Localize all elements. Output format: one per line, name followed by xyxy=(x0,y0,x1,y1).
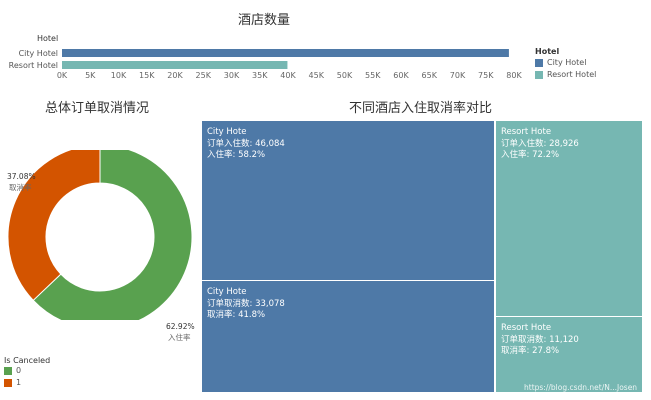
donut-slice[interactable] xyxy=(7,150,101,302)
tile-hotel-name: City Hote xyxy=(207,287,247,297)
tile-count: 订单取消数: 11,120 xyxy=(501,334,579,345)
donut-chart xyxy=(7,150,193,320)
bar-chart-title: 酒店数量 xyxy=(238,13,291,28)
bar[interactable] xyxy=(62,49,509,57)
tile-rate: 取消率: 27.8% xyxy=(501,346,560,356)
legend-label: Resort Hotel xyxy=(547,70,597,79)
x-tick-label: 60K xyxy=(393,71,409,80)
x-tick-label: 45K xyxy=(309,71,325,80)
x-tick-label: 0K xyxy=(57,71,68,80)
checkin-pct-label: 62.92% xyxy=(166,322,195,331)
legend-swatch xyxy=(4,367,12,375)
tile-hotel-name: Resort Hote xyxy=(501,127,552,137)
tile-count: 订单入住数: 28,926 xyxy=(501,138,579,149)
x-tick-label: 25K xyxy=(196,71,212,80)
donut-chart-title: 总体订单取消情况 xyxy=(45,101,150,116)
checkin-name-label: 入住率 xyxy=(168,333,191,342)
treemap-tile-resort-checkin[interactable]: Resort Hote 订单入住数: 28,926 入住率: 72.2% xyxy=(496,121,642,316)
donut-legend-title: Is Canceled xyxy=(4,356,51,365)
legend-swatch xyxy=(4,379,12,387)
canceled-pct-label: 37.08% xyxy=(7,172,36,181)
legend-swatch xyxy=(535,71,543,79)
tile-hotel-name: Resort Hote xyxy=(501,323,552,333)
donut-slice[interactable] xyxy=(32,150,193,320)
bar[interactable] xyxy=(62,61,288,69)
treemap: City Hote 订单入住数: 46,084 入住率: 58.2% City … xyxy=(202,121,642,392)
tile-rate: 取消率: 41.8% xyxy=(207,310,266,320)
bar-legend-title: Hotel xyxy=(535,47,560,56)
x-tick-label: 20K xyxy=(167,71,183,80)
x-tick-label: 80K xyxy=(506,71,522,80)
tile-hotel-name: City Hote xyxy=(207,127,247,137)
x-tick-label: 65K xyxy=(422,71,438,80)
canceled-name-label: 取消率 xyxy=(9,183,32,192)
x-tick-label: 5K xyxy=(85,71,96,80)
treemap-title: 不同酒店入住取消率对比 xyxy=(349,101,493,116)
x-tick-label: 55K xyxy=(365,71,381,80)
watermark-text: https://blog.csdn.net/N...Josen xyxy=(524,383,638,392)
legend-label: 1 xyxy=(16,378,22,387)
bar-legend: City Hotel Resort Hotel xyxy=(535,58,635,82)
tile-count: 订单取消数: 33,078 xyxy=(207,298,285,309)
bar-axis-header: Hotel xyxy=(37,34,59,43)
tile-rate: 入住率: 72.2% xyxy=(501,150,560,160)
bar-category-label: Resort Hotel xyxy=(9,61,58,70)
tile-rate: 入住率: 58.2% xyxy=(207,150,266,160)
legend-label: 0 xyxy=(16,366,22,375)
x-tick-label: 10K xyxy=(111,71,127,80)
x-tick-label: 50K xyxy=(337,71,353,80)
legend-label: City Hotel xyxy=(547,58,587,67)
x-tick-label: 40K xyxy=(280,71,296,80)
x-tick-label: 30K xyxy=(224,71,240,80)
tile-count: 订单入住数: 46,084 xyxy=(207,138,285,149)
legend-swatch xyxy=(535,59,543,67)
treemap-tile-city-checkin[interactable]: City Hote 订单入住数: 46,084 入住率: 58.2% xyxy=(202,121,494,280)
x-tick-label: 75K xyxy=(478,71,494,80)
x-tick-label: 70K xyxy=(450,71,466,80)
treemap-tile-resort-canceled[interactable]: Resort Hote 订单取消数: 11,120 取消率: 27.8% xyxy=(496,317,642,392)
x-tick-label: 15K xyxy=(139,71,155,80)
bar-category-label: City Hotel xyxy=(19,49,58,58)
x-tick-label: 35K xyxy=(252,71,268,80)
treemap-tile-city-canceled[interactable]: City Hote 订单取消数: 33,078 取消率: 41.8% xyxy=(202,281,494,392)
